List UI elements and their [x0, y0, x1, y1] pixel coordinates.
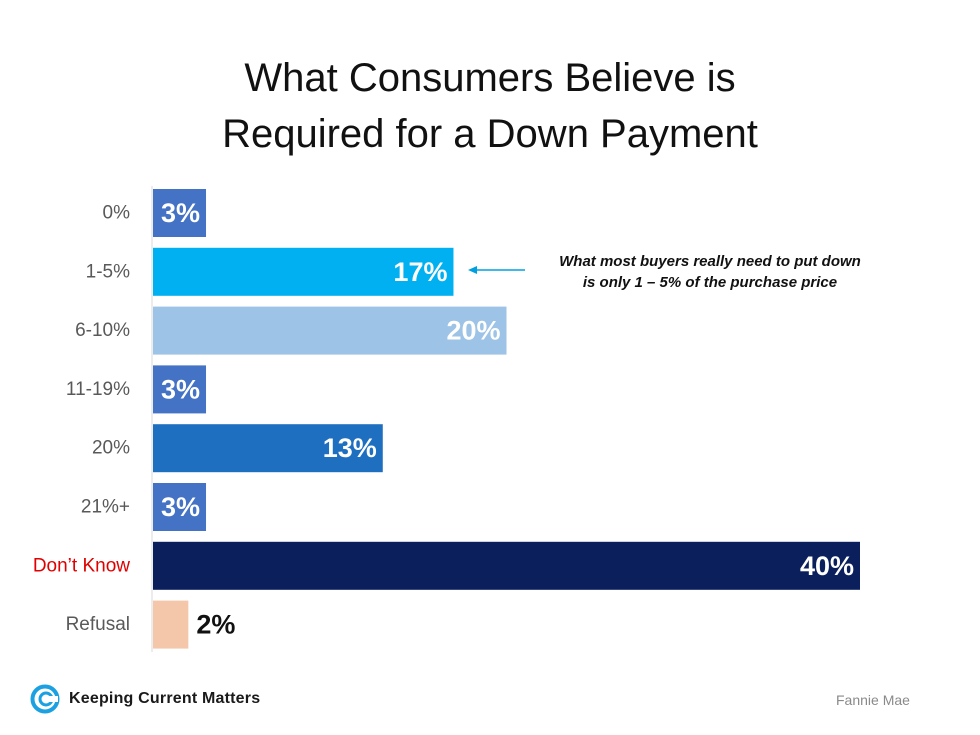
value-label: 40%	[800, 551, 854, 581]
bar-2	[153, 306, 507, 355]
kcm-logo-icon	[30, 684, 60, 714]
category-label: 6-10%	[75, 320, 130, 341]
brand-name: Keeping Current Matters	[69, 690, 261, 707]
chart-annotation: What most buyers really need to put down…	[530, 251, 890, 293]
chart-title: What Consumers Believe is Required for a…	[0, 50, 980, 162]
value-label: 17%	[393, 257, 447, 287]
bar-1	[153, 247, 454, 296]
bars-layer: 0% 3% 1-5% 17% 6-10% 20% 11-19% 3% 20% 13% 21%+ 3% D…	[33, 189, 860, 649]
category-label: Don’t Know	[33, 555, 130, 576]
bar-5	[153, 483, 207, 531]
category-label: 20%	[92, 438, 130, 459]
annotation-line-2: is only 1 – 5% of the purchase price	[582, 274, 838, 291]
value-label: 3%	[161, 374, 200, 404]
bar-3	[153, 365, 207, 414]
brand-footer: Keeping Current Matters	[30, 684, 260, 714]
value-label: 3%	[161, 198, 200, 228]
category-label: 11-19%	[66, 379, 130, 400]
category-label: Refusal	[66, 614, 130, 635]
bar-6	[153, 541, 860, 590]
value-label: 20%	[446, 316, 500, 346]
value-label: 13%	[323, 433, 377, 463]
category-label: 0%	[103, 203, 131, 224]
category-label: 1-5%	[86, 261, 130, 282]
value-label: 2%	[196, 610, 235, 640]
arrow-head	[468, 266, 477, 274]
category-label: 21%+	[81, 497, 130, 518]
bar-7	[153, 600, 189, 649]
chart-title-line-1: What Consumers Believe is	[244, 56, 736, 100]
chart-title-line-2: Required for a Down Payment	[222, 112, 758, 156]
source-label: Fannie Mae	[836, 692, 910, 708]
bar-4	[153, 424, 383, 473]
bar-0	[153, 189, 207, 237]
value-label: 3%	[161, 492, 200, 522]
annotation-line-1: What most buyers really need to put down	[559, 253, 861, 270]
